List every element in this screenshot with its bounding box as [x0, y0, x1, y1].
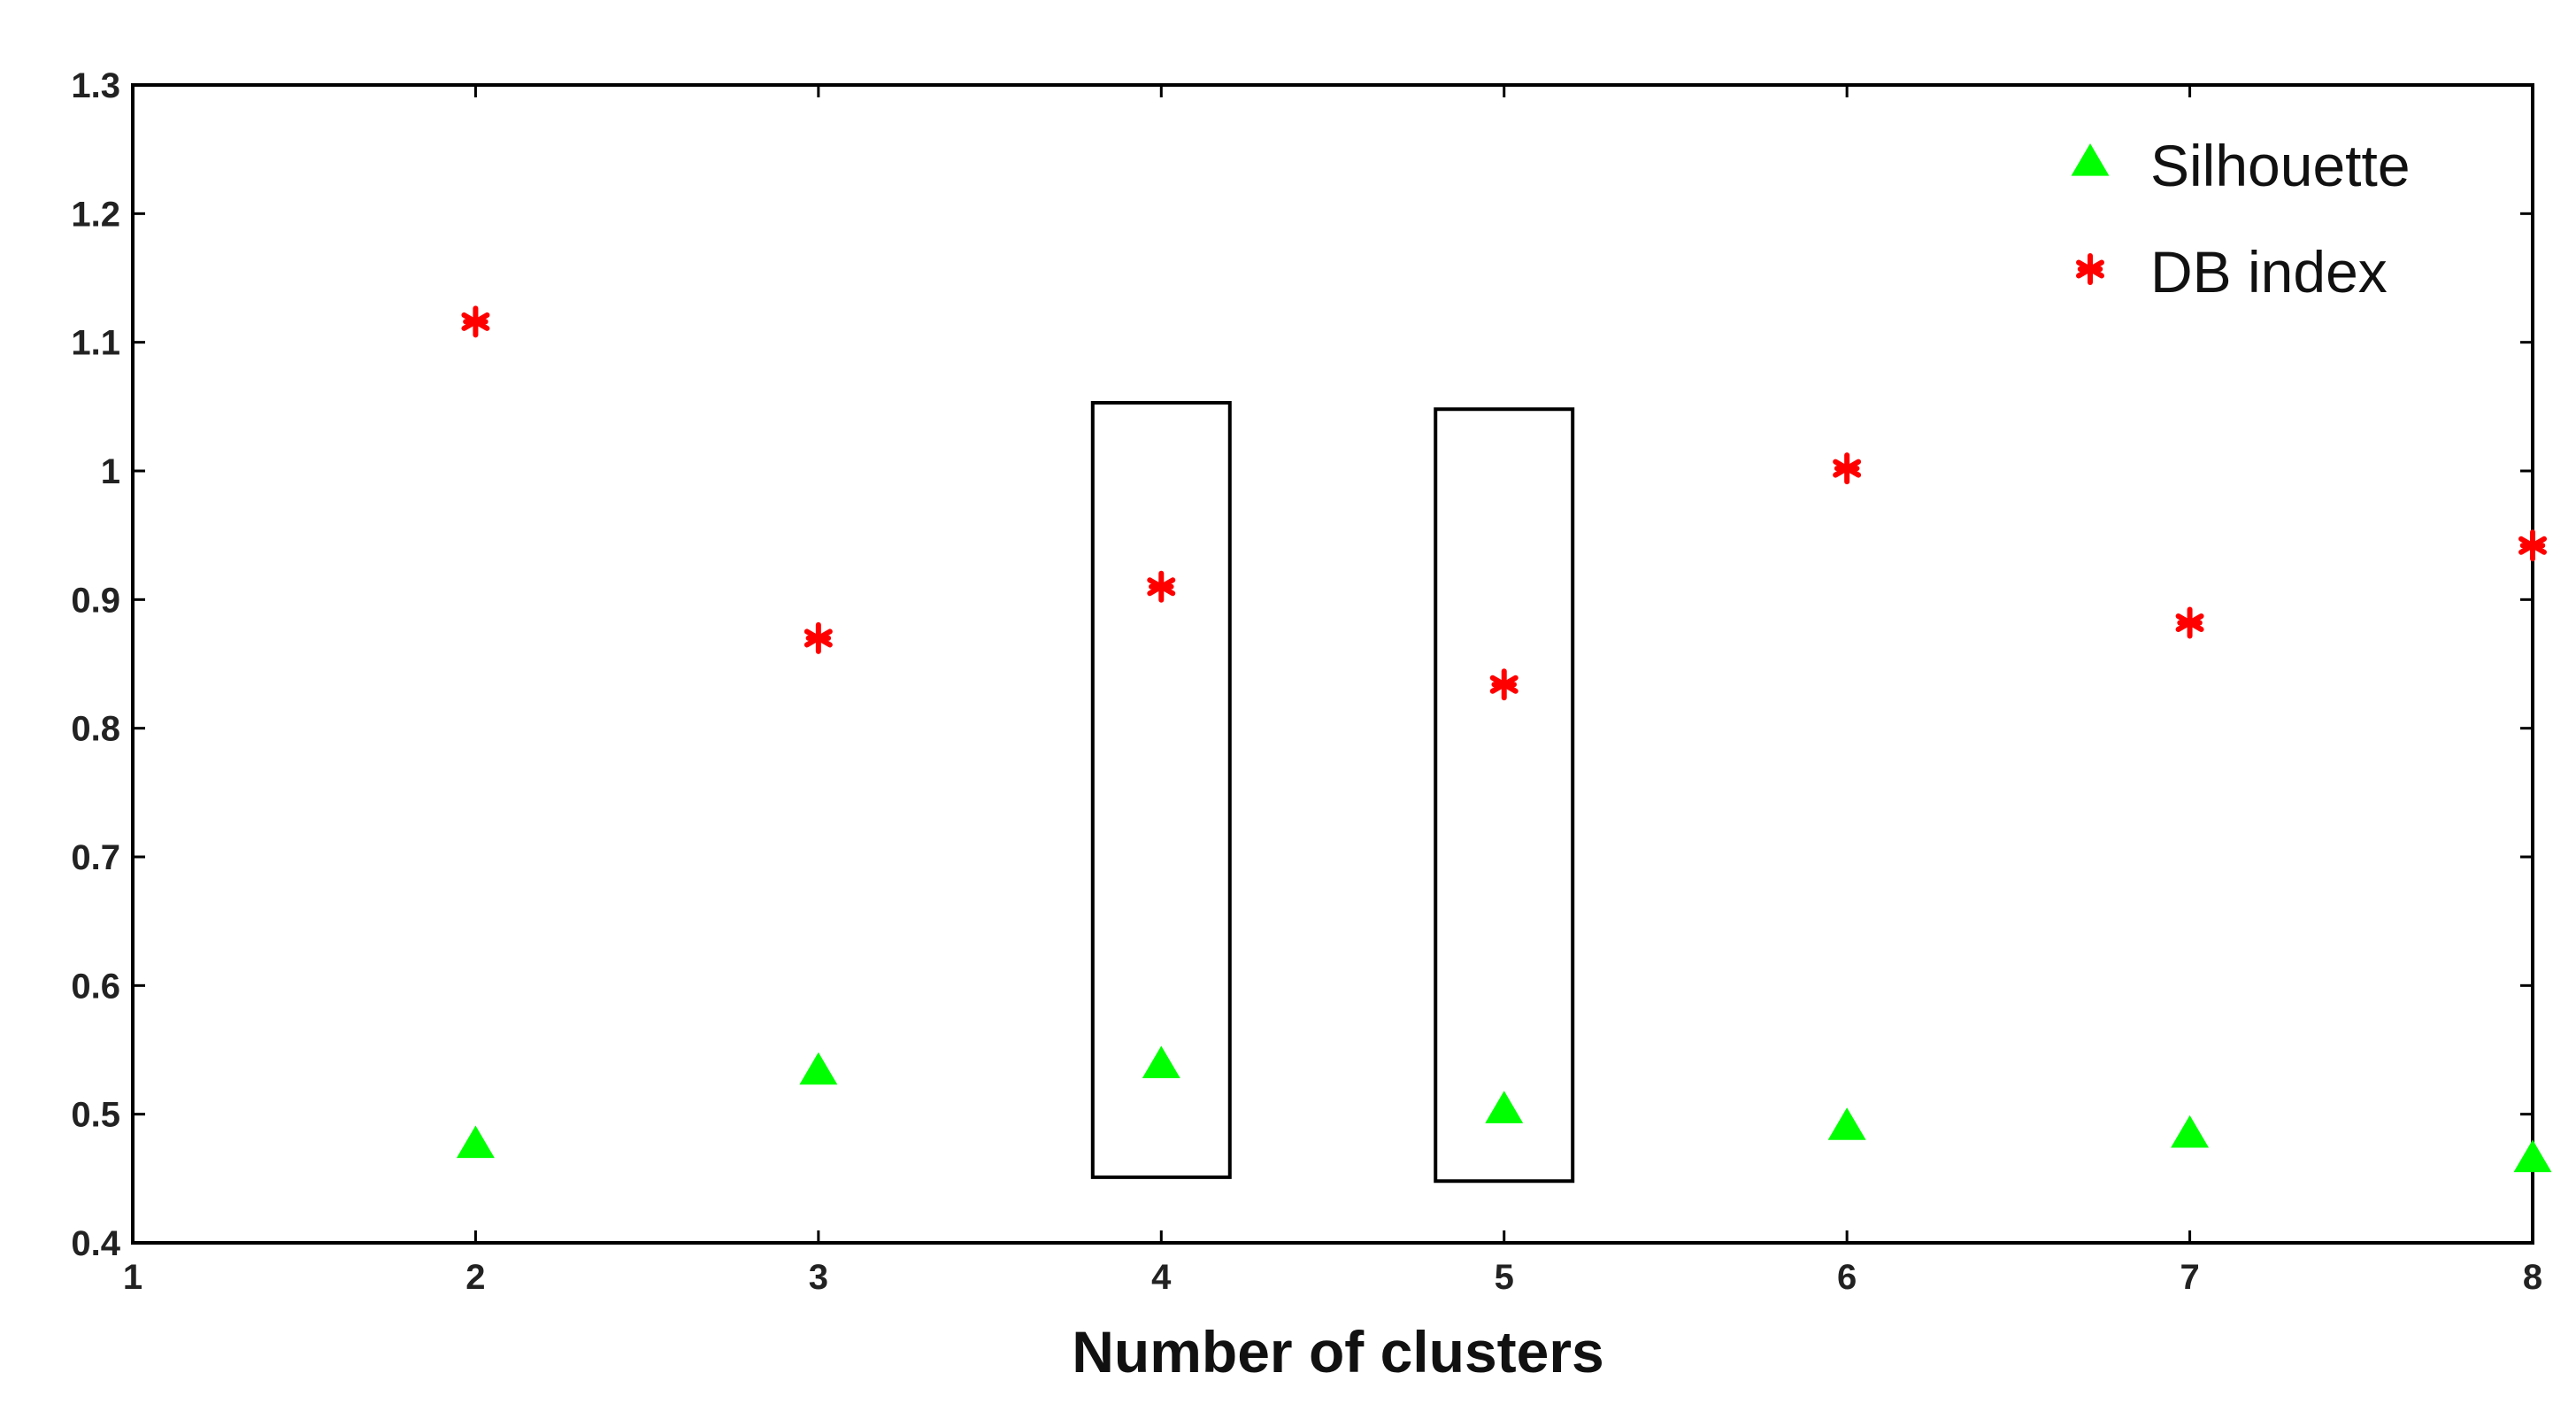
y-tick-label: 1.1 [71, 324, 120, 363]
x-tick-label: 4 [1151, 1258, 1172, 1297]
y-tick-label: 0.6 [71, 967, 120, 1006]
y-tick-label: 1.3 [71, 66, 120, 105]
legend-asterisk-marker [2076, 253, 2104, 285]
y-tick-label: 0.9 [71, 581, 120, 620]
db-index-point [1489, 668, 1519, 701]
db-index-point [804, 621, 833, 654]
legend-triangle-marker [2071, 143, 2110, 176]
silhouette-point [799, 1052, 838, 1085]
plot-frame [131, 83, 2534, 1245]
y-tick-label: 1.2 [71, 195, 120, 234]
x-tick-label: 1 [123, 1258, 142, 1297]
y-tick-label: 0.7 [71, 838, 120, 877]
silhouette-point [1142, 1045, 1180, 1079]
y-tick-label: 0.4 [71, 1224, 120, 1263]
silhouette-point [1485, 1091, 1524, 1123]
legend: Silhouette DB index [2071, 133, 2411, 305]
x-axis-title: Number of clusters [1072, 1319, 1603, 1384]
x-tick-label: 3 [809, 1258, 828, 1297]
db-index-point [2518, 529, 2547, 562]
x-tick-label: 7 [2180, 1258, 2199, 1297]
data-points [456, 305, 2552, 1173]
silhouette-point [2171, 1114, 2210, 1148]
db-index-point [1147, 570, 1176, 603]
y-tick-label: 1 [101, 452, 120, 491]
db-index-point [461, 305, 490, 338]
x-tick-label: 6 [1837, 1258, 1857, 1297]
axis-ticks: 1 2 3 4 5 6 7 8 0.4 0.5 0.6 0.7 0.8 0.9 1 1.1 1.2 1.3 [71, 66, 2542, 1297]
db-index-point [1833, 452, 1862, 485]
highlight-boxes [1090, 400, 1575, 1184]
x-tick-label: 5 [1495, 1258, 1514, 1297]
silhouette-point [2513, 1139, 2552, 1173]
x-tick-label: 8 [2523, 1258, 2542, 1297]
silhouette-point [456, 1125, 495, 1159]
silhouette-point [1827, 1107, 1866, 1140]
db-index-point [2175, 606, 2204, 639]
y-tick-label: 0.8 [71, 710, 120, 749]
legend-label: Silhouette [2150, 133, 2411, 198]
legend-label: DB index [2150, 239, 2388, 305]
highlight-box-1 [1090, 400, 1232, 1179]
x-tick-label: 2 [465, 1258, 485, 1297]
highlight-box-2 [1434, 407, 1575, 1184]
y-tick-label: 0.5 [71, 1096, 120, 1135]
